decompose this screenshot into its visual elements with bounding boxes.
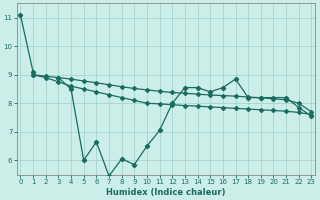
X-axis label: Humidex (Indice chaleur): Humidex (Indice chaleur) xyxy=(106,188,226,197)
